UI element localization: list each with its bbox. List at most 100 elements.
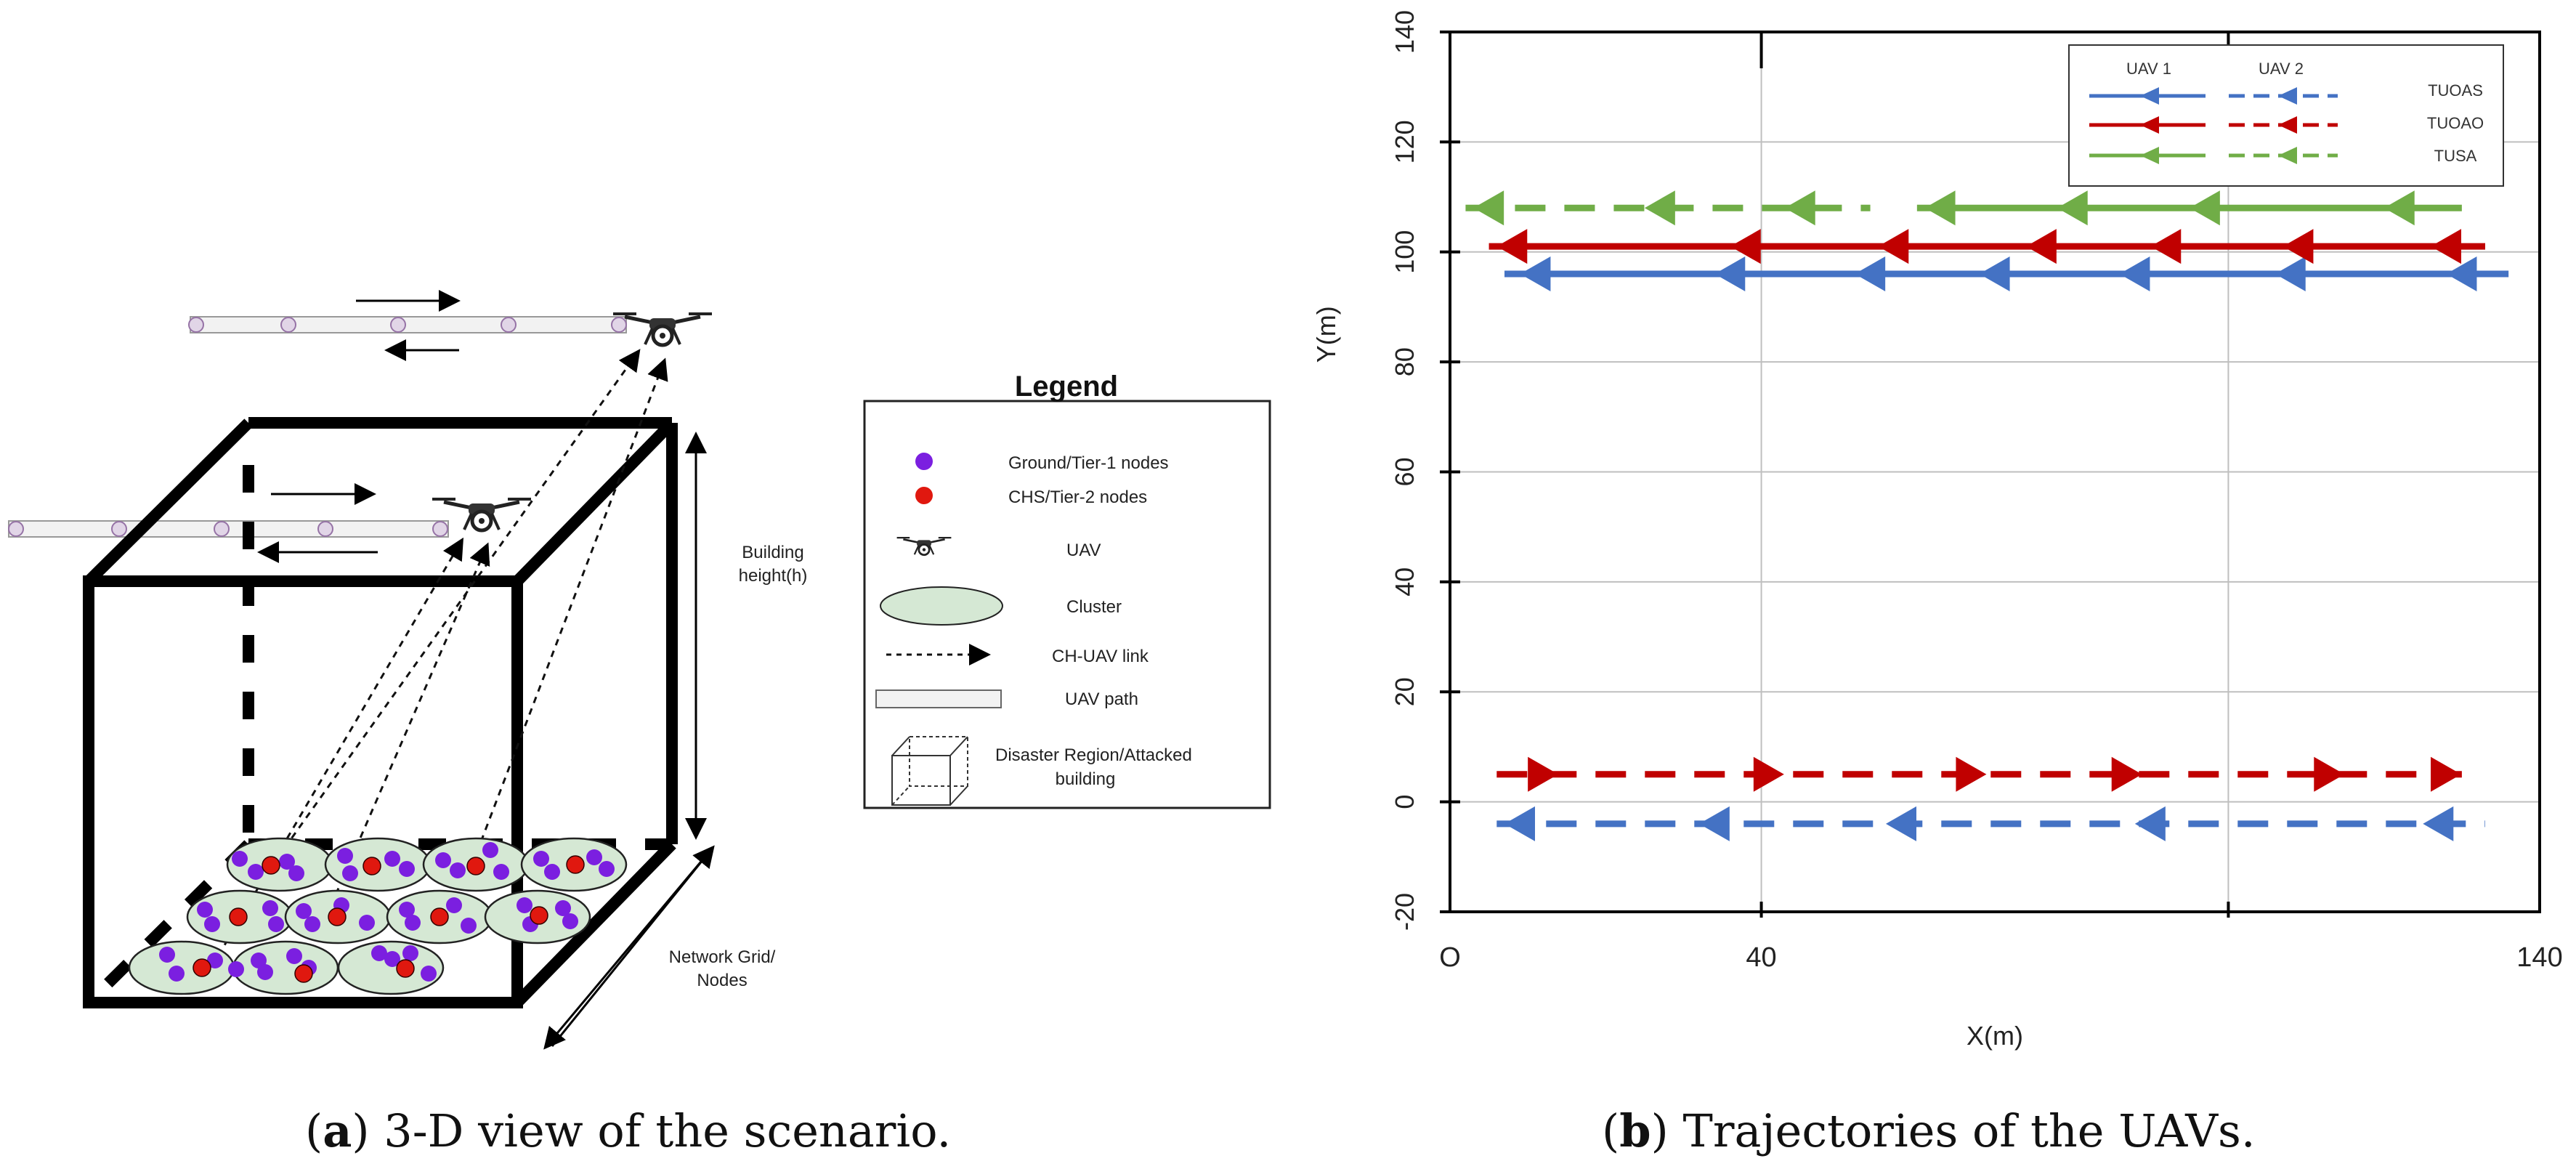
y-tick-label: 40 xyxy=(1390,567,1419,596)
tier1-node xyxy=(169,966,185,982)
trajectory-arrow xyxy=(2134,806,2166,841)
tier2-node xyxy=(566,855,585,874)
caption-a: (a) 3-D view of the scenario. xyxy=(305,1104,951,1157)
legend-arrow xyxy=(2140,87,2159,105)
trajectory-arrow xyxy=(1644,190,1675,226)
x-tick-label: 140 xyxy=(2516,942,2562,973)
tier1-node xyxy=(446,897,462,913)
tier2-node xyxy=(430,907,449,926)
tier1-node xyxy=(197,902,213,918)
trajectory-arrow xyxy=(1855,256,1886,292)
legend-entry-label: TUOAS xyxy=(2428,81,2483,100)
tier1-node xyxy=(586,849,602,865)
tier1-node xyxy=(421,966,437,982)
tier1-node xyxy=(450,862,466,878)
tier1-node xyxy=(204,916,220,932)
trajectory-arrow xyxy=(1956,756,1987,792)
legend-label: UAV xyxy=(1066,541,1101,560)
tier1-node xyxy=(359,915,375,931)
tier1-node xyxy=(482,842,498,858)
tier1-node xyxy=(304,916,320,932)
chart-series xyxy=(1465,190,2509,841)
tier1-node xyxy=(286,948,302,964)
trajectory-arrow xyxy=(2431,229,2461,264)
y-tick-label: 100 xyxy=(1390,230,1419,274)
tier1-node xyxy=(544,864,560,880)
tier1-node xyxy=(279,854,295,870)
trajectory-arrow xyxy=(1979,256,2010,292)
tier1-node xyxy=(228,961,244,977)
trajectory-arrow xyxy=(2314,756,2345,792)
trajectory-arrow xyxy=(1496,229,1528,264)
tier1-node xyxy=(405,915,421,931)
plot-frame xyxy=(1449,31,2541,913)
figure-b: -20 0 20 40 60 80 100 120 140 O 40 140 X(m) Y(m) UA… xyxy=(1311,10,2563,1157)
trajectory-arrow xyxy=(1473,190,1504,226)
trajectory-arrow xyxy=(1878,229,1909,264)
trajectory-arrow xyxy=(2446,256,2477,292)
trajectory-arrow xyxy=(1753,756,1784,792)
cluster-ellipse-icon xyxy=(880,586,1003,626)
y-axis-label: Y(m) xyxy=(1311,306,1341,363)
trajectory-arrow xyxy=(2283,229,2314,264)
y-tick-label: 0 xyxy=(1390,795,1419,809)
y-tick-label: 80 xyxy=(1390,347,1419,376)
tier1-node xyxy=(402,945,418,961)
y-tick-label: 20 xyxy=(1390,677,1419,706)
network-grid-label: Nodes xyxy=(697,971,747,990)
purple-dot-icon xyxy=(915,453,933,470)
legend-label: Cluster xyxy=(1066,597,1122,617)
legend-label: Ground/Tier-1 nodes xyxy=(1008,453,1169,473)
tier2-node xyxy=(396,959,415,978)
tier2-node xyxy=(530,906,548,925)
caption-text: ) Trajectories of the UAVs. xyxy=(1651,1104,2256,1157)
caption-letter: b xyxy=(1619,1104,1650,1157)
legend-title: Legend xyxy=(1015,371,1118,403)
legend-arrow xyxy=(2278,87,2297,105)
trajectory-arrow xyxy=(1924,190,1956,226)
trajectory-arrow xyxy=(2383,190,2415,226)
tier1-node xyxy=(337,848,353,864)
tier2-node xyxy=(229,907,248,926)
building-height-label: height(h) xyxy=(739,566,808,586)
tier1-node xyxy=(493,864,509,880)
legend-entry-label: TUOAO xyxy=(2427,114,2484,132)
trajectory-arrow xyxy=(1886,806,1916,841)
tier2-node xyxy=(466,857,485,875)
trajectory-arrow xyxy=(1714,256,1746,292)
x-tick-label: O xyxy=(1439,942,1461,973)
tier1-node xyxy=(384,951,400,967)
building-height-label: Building xyxy=(742,543,803,562)
tier1-node xyxy=(268,916,284,932)
path-direction-arrows xyxy=(257,290,461,563)
trajectory-arrow xyxy=(1730,229,1761,264)
tier1-node xyxy=(399,902,415,918)
tier1-node xyxy=(159,947,175,963)
tier1-node xyxy=(342,865,358,881)
tier1-node xyxy=(232,851,248,867)
tier1-node xyxy=(517,897,532,913)
legend-arrow xyxy=(2140,147,2159,164)
legend-label: UAV path xyxy=(1065,689,1138,709)
tier1-node xyxy=(555,900,571,916)
tier1-node xyxy=(207,952,223,968)
trajectory-arrow xyxy=(2057,190,2088,226)
caption-letter: a xyxy=(323,1104,352,1157)
tier2-node xyxy=(294,964,313,983)
uav-path-bottom xyxy=(8,520,449,538)
trajectory-arrow xyxy=(2150,229,2182,264)
trajectory-arrow xyxy=(2189,190,2220,226)
tier2-node xyxy=(193,958,211,977)
legend-entry-label: TUSA xyxy=(2434,147,2477,165)
y-tick-label: -20 xyxy=(1390,893,1419,931)
tier1-node xyxy=(599,861,615,877)
tier1-node xyxy=(384,851,400,867)
legend-label: Disaster Region/Attacked xyxy=(995,745,1192,765)
network-grid-dimension xyxy=(543,845,715,1050)
tier1-node xyxy=(533,851,549,867)
chart-axes: -20 0 20 40 60 80 100 120 140 O 40 140 xyxy=(1390,10,2563,973)
y-tick-label: 60 xyxy=(1390,457,1419,486)
red-dot-icon xyxy=(915,487,933,504)
trajectory-arrow xyxy=(1784,190,1815,226)
trajectory-arrow xyxy=(1528,756,1559,792)
